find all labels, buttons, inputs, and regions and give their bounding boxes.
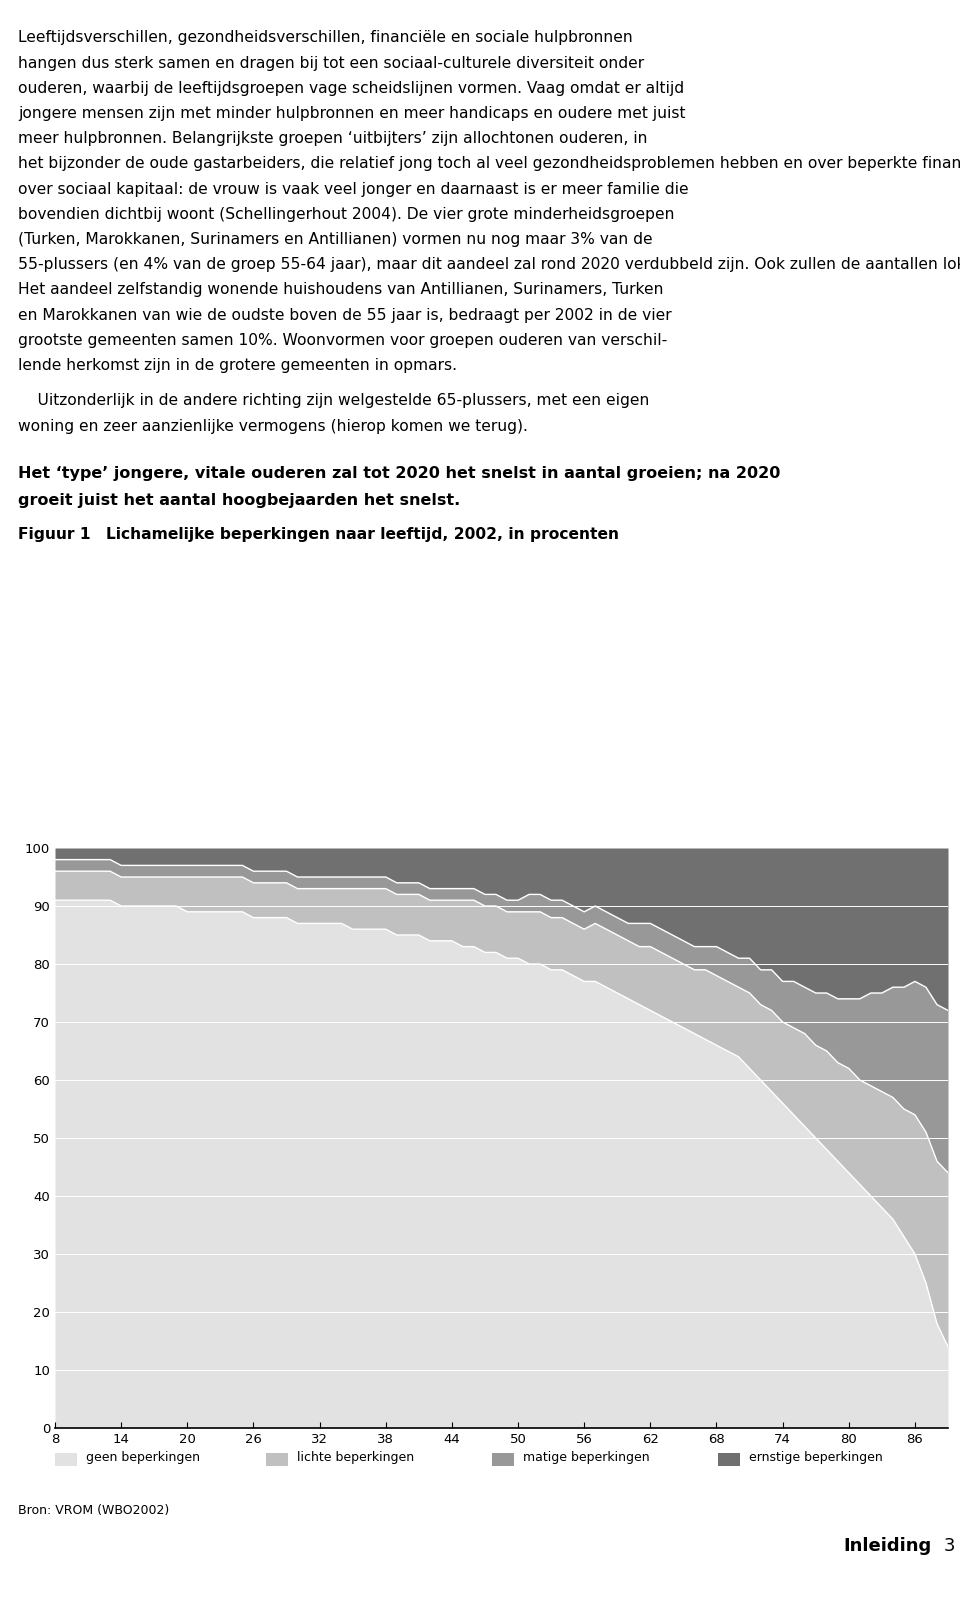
Text: over sociaal kapitaal: de vrouw is vaak veel jonger en daarnaast is er meer fami: over sociaal kapitaal: de vrouw is vaak … <box>18 181 688 197</box>
FancyBboxPatch shape <box>55 1453 78 1466</box>
Text: Inleiding: Inleiding <box>843 1537 931 1555</box>
Text: Bron: VROM (WBO2002): Bron: VROM (WBO2002) <box>18 1505 169 1518</box>
Text: het bijzonder de oude gastarbeiders, die relatief jong toch al veel gezondheidsp: het bijzonder de oude gastarbeiders, die… <box>18 157 960 172</box>
Text: en Marokkanen van wie de oudste boven de 55 jaar is, bedraagt per 2002 in de vie: en Marokkanen van wie de oudste boven de… <box>18 307 672 322</box>
Text: grootste gemeenten samen 10%. Woonvormen voor groepen ouderen van verschil-: grootste gemeenten samen 10%. Woonvormen… <box>18 333 667 348</box>
Text: geen beperkingen: geen beperkingen <box>86 1451 201 1464</box>
Text: lende herkomst zijn in de grotere gemeenten in opmars.: lende herkomst zijn in de grotere gemeen… <box>18 358 457 374</box>
Text: 55-plussers (en 4% van de groep 55-64 jaar), maar dit aandeel zal rond 2020 verd: 55-plussers (en 4% van de groep 55-64 ja… <box>18 257 960 272</box>
Text: Figuur 1: Figuur 1 <box>18 527 90 542</box>
Text: ernstige beperkingen: ernstige beperkingen <box>749 1451 882 1464</box>
Text: groeit juist het aantal hoogbejaarden het snelst.: groeit juist het aantal hoogbejaarden he… <box>18 493 460 508</box>
Text: Het ‘type’ jongere, vitale ouderen zal tot 2020 het snelst in aantal groeien; na: Het ‘type’ jongere, vitale ouderen zal t… <box>18 466 780 482</box>
Text: lichte beperkingen: lichte beperkingen <box>297 1451 414 1464</box>
Text: Leeftijdsverschillen, gezondheidsverschillen, financiële en sociale hulpbronnen: Leeftijdsverschillen, gezondheidsverschi… <box>18 31 633 45</box>
Text: meer hulpbronnen. Belangrijkste groepen ‘uitbijters’ zijn allochtonen ouderen, i: meer hulpbronnen. Belangrijkste groepen … <box>18 131 647 146</box>
FancyBboxPatch shape <box>492 1453 514 1466</box>
Text: Uitzonderlijk in de andere richting zijn welgestelde 65-plussers, met een eigen: Uitzonderlijk in de andere richting zijn… <box>18 393 649 408</box>
Text: woning en zeer aanzienlijke vermogens (hierop komen we terug).: woning en zeer aanzienlijke vermogens (h… <box>18 419 528 434</box>
Text: (Turken, Marokkanen, Surinamers en Antillianen) vormen nu nog maar 3% van de: (Turken, Marokkanen, Surinamers en Antil… <box>18 231 653 248</box>
Text: matige beperkingen: matige beperkingen <box>523 1451 650 1464</box>
FancyBboxPatch shape <box>266 1453 288 1466</box>
FancyBboxPatch shape <box>718 1453 740 1466</box>
Text: jongere mensen zijn met minder hulpbronnen en meer handicaps en oudere met juist: jongere mensen zijn met minder hulpbronn… <box>18 107 685 121</box>
Text: Het aandeel zelfstandig wonende huishoudens van Antillianen, Surinamers, Turken: Het aandeel zelfstandig wonende huishoud… <box>18 283 663 298</box>
Text: 3: 3 <box>944 1537 955 1555</box>
Text: Lichamelijke beperkingen naar leeftijd, 2002, in procenten: Lichamelijke beperkingen naar leeftijd, … <box>106 527 619 542</box>
Text: hangen dus sterk samen en dragen bij tot een sociaal-culturele diversiteit onder: hangen dus sterk samen en dragen bij tot… <box>18 55 644 71</box>
Text: bovendien dichtbij woont (Schellingerhout 2004). De vier grote minderheidsgroepe: bovendien dichtbij woont (Schellingerhou… <box>18 207 675 222</box>
Text: ouderen, waarbij de leeftijdsgroepen vage scheidslijnen vormen. Vaag omdat er al: ouderen, waarbij de leeftijdsgroepen vag… <box>18 81 684 95</box>
